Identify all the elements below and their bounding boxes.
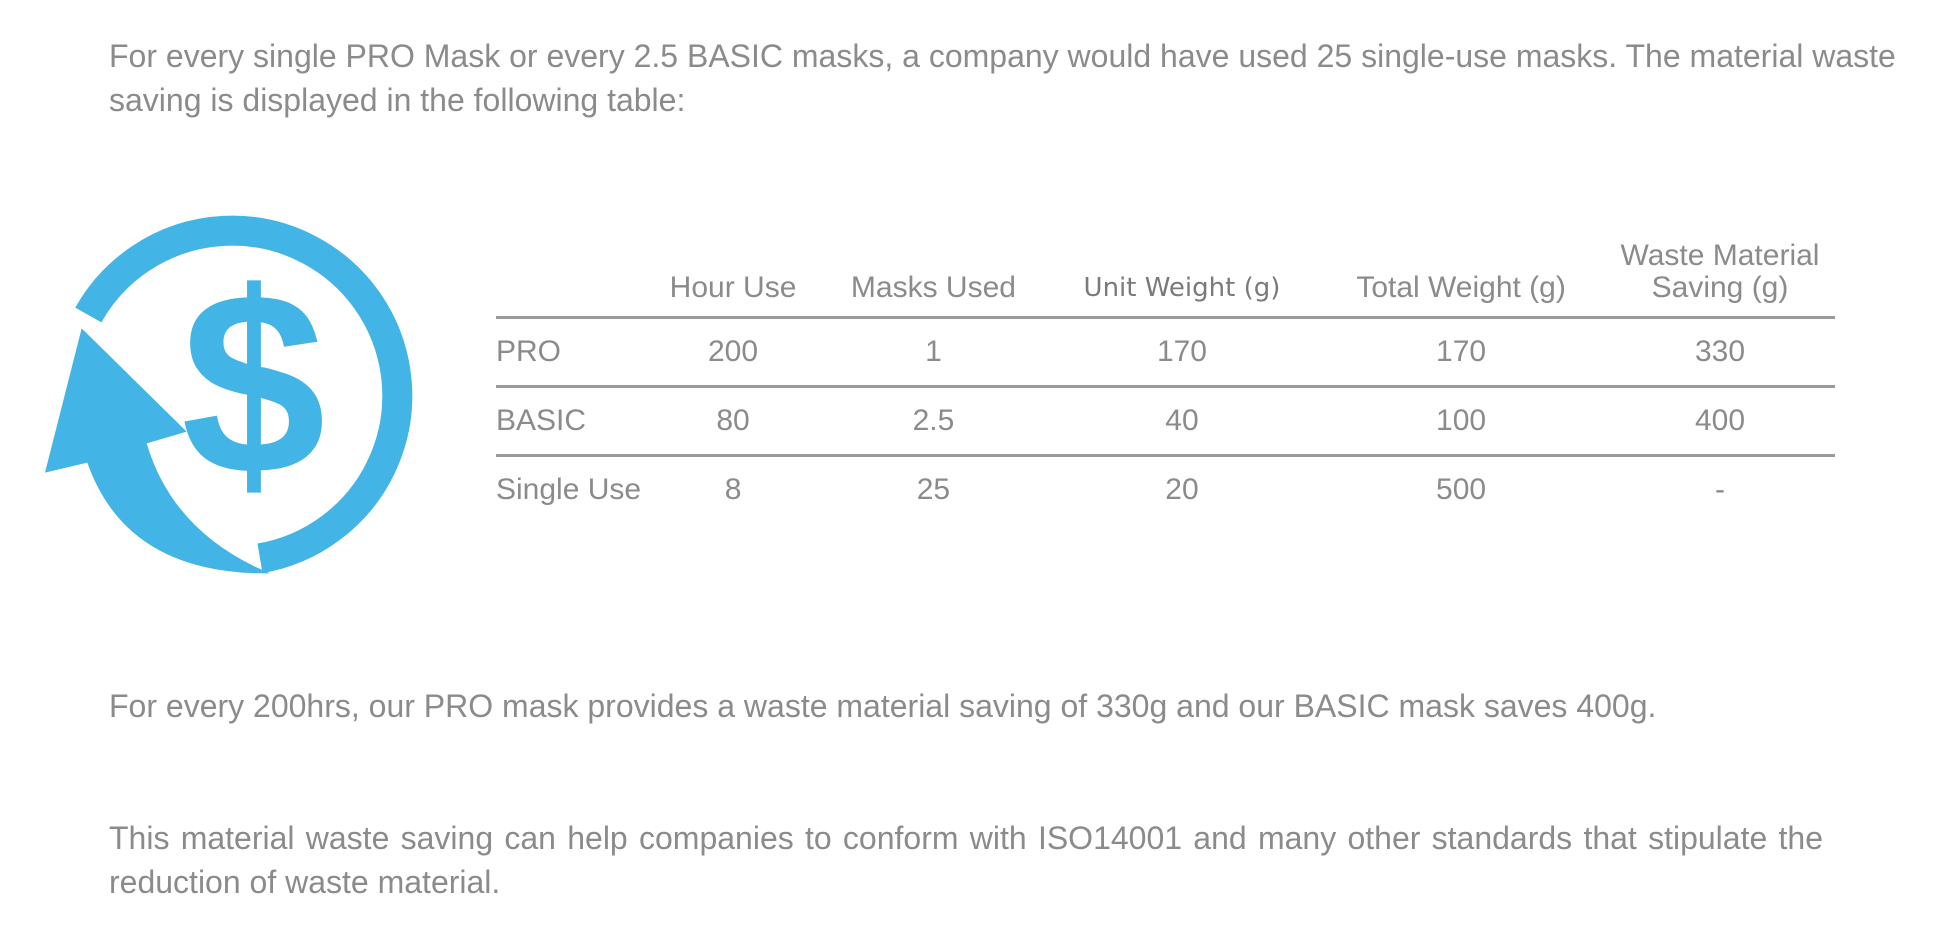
cell: 2.5 [912, 404, 955, 437]
header-hour-use: Hour Use [669, 271, 797, 304]
cell: 330 [1694, 335, 1746, 368]
cell: 400 [1694, 404, 1746, 437]
dollar-sign: $ [181, 239, 326, 529]
table-row: BASIC 80 2.5 40 100 400 [496, 387, 1835, 456]
cell: 40 [1165, 404, 1199, 437]
ring-arc [75, 215, 413, 574]
header-unit-weight: Unit Weight (g) [1083, 273, 1281, 303]
cell: 25 [916, 473, 951, 506]
cell: - [1715, 473, 1725, 506]
cell: 500 [1436, 473, 1487, 506]
waste-saving-table: Hour Use Masks Used Unit Weight (g) Tota… [496, 240, 1835, 523]
cell: 100 [1436, 404, 1487, 437]
header-total-weight: Total Weight (g) [1356, 271, 1566, 304]
cell: 80 [716, 404, 750, 437]
cell: 170 [1156, 335, 1207, 368]
header-waste-saving: Waste Material Saving (g) [1620, 239, 1820, 304]
table-row: Single Use 8 25 20 500 - [496, 456, 1835, 524]
table-header-row: Hour Use Masks Used Unit Weight (g) Tota… [496, 240, 1835, 318]
cell: 8 [724, 473, 742, 506]
intro-paragraph: For every single PRO Mask or every 2.5 B… [109, 38, 1896, 118]
summary-paragraph: For every 200hrs, our PRO mask provides … [109, 688, 1657, 724]
dollar-cycle-icon: $ [45, 215, 413, 574]
row-label: BASIC [496, 404, 587, 437]
standards-paragraph: This material waste saving can help comp… [109, 820, 1823, 900]
header-masks-used: Masks Used [850, 271, 1016, 304]
cell: 200 [708, 335, 759, 368]
cell: 20 [1165, 473, 1199, 506]
row-label: PRO [496, 335, 562, 368]
row-label: Single Use [496, 473, 642, 506]
cell: 170 [1436, 335, 1487, 368]
cell: 1 [925, 335, 942, 368]
table-row: PRO 200 1 170 170 330 [496, 318, 1835, 387]
header-blank [496, 240, 646, 318]
arrow-shape [45, 328, 270, 574]
